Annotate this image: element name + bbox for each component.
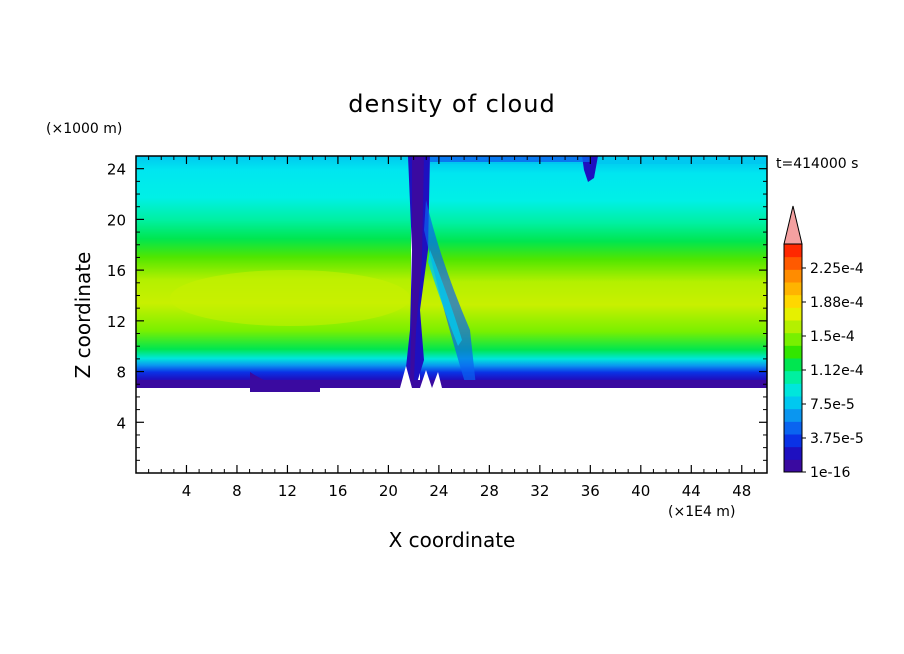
x-tick-label: 36 [581,482,600,500]
x-axis: 4 8 12 16 20 24 28 32 36 40 44 48 [148,156,755,500]
y-tick-label: 16 [107,262,126,280]
colorbar-segment [784,282,802,296]
y-tick-label: 20 [107,211,126,229]
core-left [170,270,410,326]
colorbar-label: 1.88e-4 [810,295,864,311]
x-tick-label: 20 [379,482,398,500]
colorbar-label: 1.5e-4 [810,329,855,345]
colorbar-segment [784,446,802,460]
colorbar-label: 2.25e-4 [810,261,864,277]
colorbar-frame [783,243,803,473]
x-tick-label: 4 [182,482,192,500]
colorbar-segment [784,408,802,422]
colorbar-segment [784,244,802,258]
y-tick-label: 4 [116,414,126,432]
heatmap-field [136,156,767,473]
y-axis: 4 8 12 16 20 24 [107,161,767,461]
colorbar-segment [784,434,802,448]
x-tick-label: 44 [682,482,701,500]
x-tick-label: 32 [530,482,549,500]
colorbar-segment [784,320,802,334]
y-tick-label: 24 [107,161,126,179]
y-tick-label: 8 [116,364,126,382]
colorbar-segment [784,307,802,321]
colorbar-label: 1.12e-4 [810,363,864,379]
colorbar-overflow-triangle [783,205,803,245]
colorbar-label: 7.5e-5 [810,397,855,413]
colorbar-segment [784,396,802,410]
colorbar-segment [784,358,802,372]
colorbar-segment [784,294,802,308]
chart-title: density of cloud [348,90,555,118]
colorbar: 2.25e-4 1.88e-4 1.5e-4 1.12e-4 7.5e-5 3.75e-5… [783,205,864,481]
y-unit-label: (×1000 m) [46,121,122,137]
x-tick-label: 40 [631,482,650,500]
x-unit-label: (×1E4 m) [668,504,735,520]
colorbar-segment [784,459,802,473]
x-tick-label: 12 [278,482,297,500]
colorbar-segment [784,345,802,359]
colorbar-label: 1e-16 [810,465,850,481]
colorbar-segment [784,370,802,384]
x-axis-label: X coordinate [389,528,516,552]
colorbar-segment [784,383,802,397]
x-tick-label: 28 [480,482,499,500]
x-tick-label: 8 [232,482,242,500]
x-tick-label: 24 [429,482,448,500]
colorbar-label: 3.75e-5 [810,431,864,447]
y-tick-label: 12 [107,313,126,331]
colorbar-segment [784,256,802,270]
time-label: t=414000 s [776,156,858,172]
colorbar-segment [784,269,802,283]
x-tick-label: 48 [732,482,751,500]
colorbar-segment [784,332,802,346]
cloud-layer-right [420,160,767,386]
colorbar-segment [784,421,802,435]
x-tick-label: 16 [328,482,347,500]
y-axis-label: Z coordinate [71,252,95,379]
